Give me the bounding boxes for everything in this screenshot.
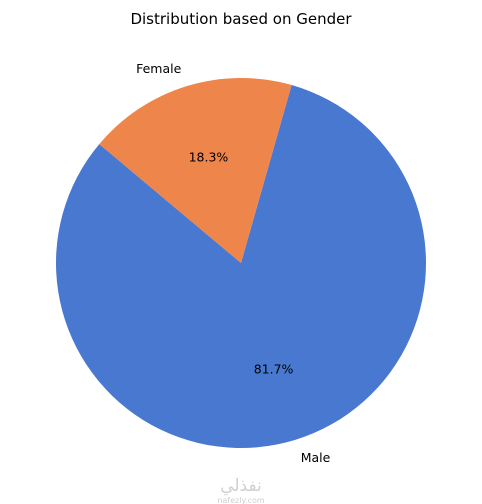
pie-category-label-female: Female	[136, 61, 182, 76]
pie-pct-label-male: 81.7%	[254, 362, 294, 377]
watermark-url: nafezly.com	[217, 496, 265, 504]
pie-pct-label-female: 18.3%	[189, 149, 229, 164]
pie-category-label-male: Male	[301, 450, 331, 465]
pie-slices	[55, 77, 426, 448]
chart-title: Distribution based on Gender	[130, 10, 352, 28]
watermark: نفذلي nafezly.com	[217, 476, 265, 504]
pie-labels: 81.7% Male 18.3% Female	[136, 61, 331, 465]
pie-slice-male	[55, 85, 426, 448]
pie-slice-female	[99, 77, 292, 263]
watermark-arabic: نفذلي	[220, 476, 262, 496]
